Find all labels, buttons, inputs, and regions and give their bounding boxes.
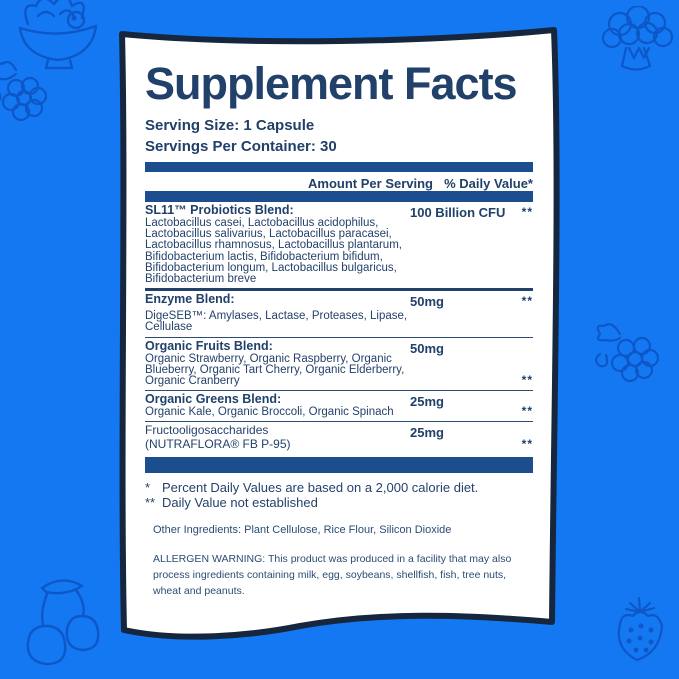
blend-amount: 100 Billion CFU — [410, 205, 506, 220]
salad-bowl-icon — [18, 0, 98, 70]
allergen-warning-label: ALLERGEN WARNING: — [153, 552, 266, 565]
cherries-icon — [26, 579, 100, 666]
strawberry-icon — [617, 596, 664, 662]
daily-value-marker: ** — [521, 373, 533, 388]
row-probiotics-blend: SL11™ Probiotics Blend: Lactobacillus ca… — [145, 202, 533, 288]
other-ingredients-text: Plant Cellulose, Rice Flour, Silicon Dio… — [244, 523, 452, 536]
other-ingredients-label: Other Ingredients: — [153, 523, 242, 536]
column-header-amount: Amount Per Serving — [308, 176, 433, 191]
section-separator — [145, 390, 533, 392]
footnotes: * Percent Daily Values are based on a 2,… — [145, 480, 533, 511]
footnote-text: Daily Value not established — [162, 495, 318, 511]
servings-per-container: Servings Per Container: 30 — [145, 138, 337, 155]
blend-ingredients: Lactobacillus casei, Lactobacillus acido… — [145, 217, 402, 286]
blend-ingredients: Organic Kale, Organic Broccoli, Organic … — [145, 406, 394, 419]
divider-bar-top — [145, 162, 533, 172]
section-separator — [145, 336, 533, 338]
row-organic-fruits-blend: Organic Fruits Blend: Organic Strawberry… — [145, 338, 533, 391]
ingredient-name: Fructooligosaccharides — [145, 423, 269, 438]
blend-amount: 25mg — [410, 394, 444, 410]
divider-bar-bottom — [145, 456, 533, 473]
blend-name: Enzyme Blend: — [145, 292, 235, 307]
section-separator — [145, 421, 533, 423]
blend-amount: 50mg — [410, 294, 444, 310]
blend-name: SL11™ Probiotics Blend: — [145, 203, 294, 217]
ingredient-detail: (NUTRAFLORA® FB P-95) — [145, 437, 291, 452]
footnote-text: Percent Daily Values are based on a 2,00… — [162, 479, 479, 495]
other-ingredients: Other Ingredients: Plant Cellulose, Rice… — [153, 524, 533, 536]
footnote-marker: ** — [145, 495, 156, 511]
row-organic-greens-blend: Organic Greens Blend: Organic Kale, Orga… — [145, 391, 533, 421]
row-enzyme-blend: Enzyme Blend: DigeSEB™: Amylases, Lactas… — [145, 291, 533, 336]
daily-value-marker: ** — [521, 436, 533, 451]
column-header-row: Amount Per Serving % Daily Value* — [145, 174, 533, 191]
blend-ingredients: DigeSEB™: Amylases, Lactase, Proteases, … — [145, 310, 408, 334]
section-separator — [145, 288, 533, 292]
blend-name: Organic Fruits Blend: — [145, 338, 273, 353]
blend-amount: 25mg — [410, 425, 444, 441]
footnote-daily-value: * Percent Daily Values are based on a 2,… — [145, 480, 533, 496]
daily-value-marker: ** — [521, 404, 533, 419]
supplement-facts-label: Supplement Facts Serving Size: 1 Capsule… — [145, 58, 533, 600]
blend-name: Organic Greens Blend: — [145, 392, 282, 407]
daily-value-marker: ** — [521, 294, 533, 309]
footnote-not-established: ** Daily Value not established — [145, 495, 533, 511]
serving-size: Serving Size: 1 Capsule — [145, 117, 315, 134]
page-title: Supplement Facts — [145, 58, 518, 109]
raspberry-icon — [0, 60, 48, 122]
column-header-daily-value: % Daily Value* — [444, 176, 533, 191]
row-fructooligosaccharides: Fructooligosaccharides (NUTRAFLORA® FB P… — [145, 422, 533, 454]
divider-bar-header — [145, 191, 533, 202]
footnote-marker: * — [145, 479, 151, 495]
broccoli-icon — [601, 6, 674, 71]
raspberry-icon — [594, 323, 660, 383]
blend-amount: 50mg — [410, 340, 444, 356]
blend-ingredients: Organic Strawberry, Organic Raspberry, O… — [145, 352, 405, 388]
allergen-warning: ALLERGEN WARNING: This product was produ… — [153, 551, 528, 600]
daily-value-marker: ** — [521, 205, 533, 219]
allergen-warning-text: This product was produced in a facility … — [153, 552, 512, 598]
